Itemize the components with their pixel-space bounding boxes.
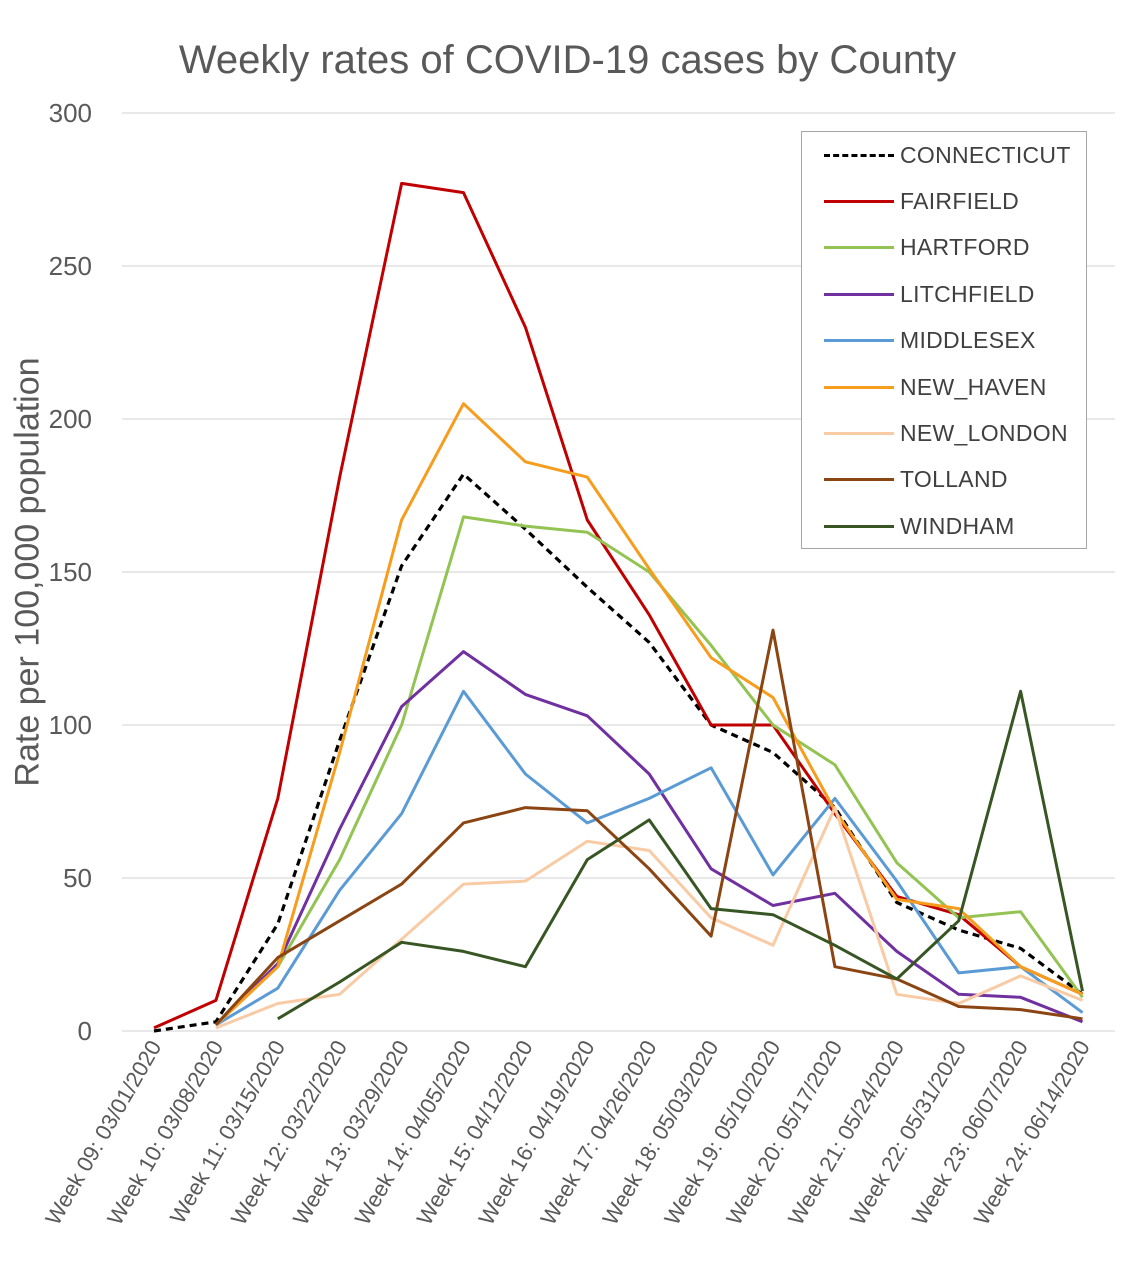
legend-swatch xyxy=(824,385,894,389)
legend-label: NEW_HAVEN xyxy=(900,373,1047,400)
y-tick-label: 100 xyxy=(49,710,92,740)
legend-swatch xyxy=(824,478,894,482)
legend-label: CONNECTICUT xyxy=(900,141,1071,168)
series-line-tolland xyxy=(214,628,1083,1026)
series-line-fairfield xyxy=(153,181,1084,1030)
y-tick-label: 0 xyxy=(78,1016,92,1046)
legend-item-fairfield: FAIRFIELD xyxy=(824,186,1019,216)
series-line-connecticut xyxy=(153,472,1084,1033)
x-tick-label: Week 14: 04/05/2020 xyxy=(350,1036,476,1229)
legend-item-tolland: TOLLAND xyxy=(824,465,1008,495)
x-tick-label: Week 20: 05/17/2020 xyxy=(721,1036,847,1229)
legend-item-hartford: HARTFORD xyxy=(824,233,1030,263)
legend-label: MIDDLESEX xyxy=(900,327,1036,354)
legend-label: LITCHFIELD xyxy=(900,280,1035,307)
legend-swatch xyxy=(824,339,894,343)
x-tick-label: Week 09: 03/01/2020 xyxy=(40,1036,166,1229)
chart-title: Weekly rates of COVID-19 cases by County xyxy=(178,38,957,82)
legend-swatch xyxy=(824,524,894,528)
series-line-hartford xyxy=(214,515,1084,1026)
x-tick-label: Week 22: 05/31/2020 xyxy=(845,1036,971,1229)
legend-label: NEW_LONDON xyxy=(900,419,1068,446)
legend-item-new-haven: NEW_HAVEN xyxy=(824,372,1047,402)
x-tick-label: Week 18: 05/03/2020 xyxy=(597,1036,723,1229)
legend-label: HARTFORD xyxy=(900,234,1030,261)
x-tick-label: Week 12: 03/22/2020 xyxy=(226,1036,352,1229)
series-line-new-london xyxy=(215,806,1084,1030)
legend-item-new-london: NEW_LONDON xyxy=(824,418,1068,448)
legend-item-connecticut: CONNECTICUT xyxy=(824,140,1071,170)
x-tick-label: Week 24: 06/14/2020 xyxy=(969,1036,1095,1229)
legend-swatch xyxy=(824,246,894,250)
legend-item-middlesex: MIDDLESEX xyxy=(824,326,1036,356)
series-line-litchfield xyxy=(214,650,1084,1026)
y-tick-labels: 0 50 100 150 200 250 300 xyxy=(49,98,92,1046)
x-tick-label: Week 13: 03/29/2020 xyxy=(288,1036,414,1229)
x-tick-label: Week 21: 05/24/2020 xyxy=(783,1036,909,1229)
y-tick-label: 300 xyxy=(49,98,92,128)
legend: CONNECTICUT FAIRFIELD HARTFORD LITCHFIELD MI… xyxy=(801,131,1087,549)
x-tick-label: Week 17: 04/26/2020 xyxy=(535,1036,661,1229)
legend-swatch xyxy=(824,199,894,203)
y-tick-label: 50 xyxy=(63,863,92,893)
legend-label: TOLLAND xyxy=(900,466,1008,493)
x-tick-label: Week 23: 06/07/2020 xyxy=(907,1036,1033,1229)
y-tick-label: 200 xyxy=(49,404,92,434)
legend-swatch xyxy=(824,431,894,435)
legend-label: WINDHAM xyxy=(900,512,1015,539)
series-line-middlesex xyxy=(215,689,1084,1027)
x-tick-label: Week 11: 03/15/2020 xyxy=(165,1036,290,1228)
legend-swatch xyxy=(824,292,894,296)
x-tick-label: Week 15: 04/12/2020 xyxy=(412,1036,538,1229)
series-line-new-haven xyxy=(214,402,1084,1026)
legend-swatch xyxy=(824,153,894,157)
x-tick-label: Week 10: 03/08/2020 xyxy=(102,1036,228,1229)
series-line-windham xyxy=(277,689,1084,1021)
y-tick-label: 150 xyxy=(49,557,92,587)
y-tick-label: 250 xyxy=(49,251,92,281)
x-tick-label: Week 16: 04/19/2020 xyxy=(474,1036,600,1229)
series-lines xyxy=(153,181,1084,1033)
legend-label: FAIRFIELD xyxy=(900,187,1020,214)
legend-item-litchfield: LITCHFIELD xyxy=(824,279,1035,309)
legend-item-windham: WINDHAM xyxy=(824,511,1015,541)
x-tick-label: Week 19: 05/10/2020 xyxy=(659,1036,785,1229)
